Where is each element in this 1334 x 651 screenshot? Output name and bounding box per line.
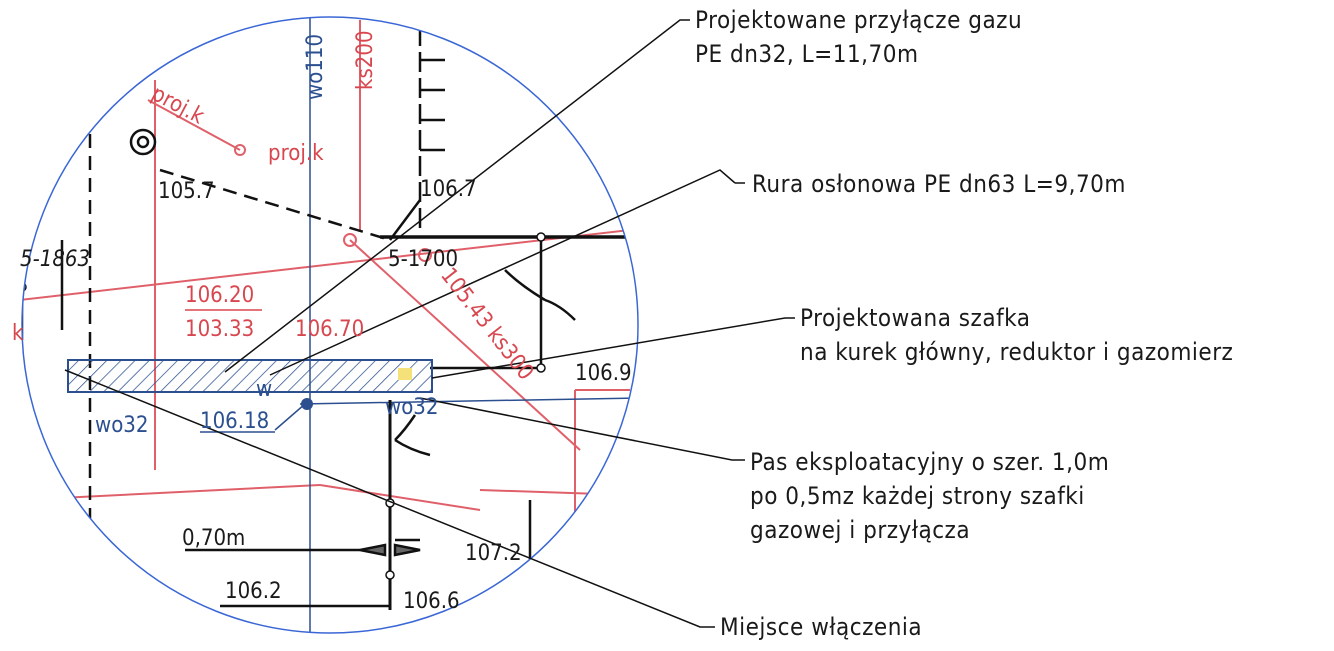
annotation: PE dn32, L=11,70m [695,40,919,68]
conduit [68,360,432,392]
label: wo32 [385,395,438,420]
label: 106.7 [420,177,477,202]
annotation: po 0,5mz każdej strony szafki [750,482,1085,510]
label: 106.6 [403,589,460,614]
label: ks200 [353,30,378,90]
label: 106.9 [575,361,632,386]
label: 106.20 [185,283,254,308]
annotation: Projektowana szafka [800,304,1031,332]
label: 5-1863 [20,247,90,272]
label: 106.18 [200,409,269,434]
page: {"annotations": [ {"lines": ["Projektowa… [0,0,1334,651]
annotation: na kurek główny, reduktor i gazomierz [800,338,1233,366]
label: w [256,377,272,402]
label: 106.70 [295,317,364,342]
label: 105.7 [158,179,215,204]
annotation: Projektowane przyłącze gazu [695,6,1022,34]
label: 107.2 [465,541,522,566]
label: 106.2 [225,579,282,604]
label: 0,70m [182,526,245,551]
connection-point [301,398,313,410]
label: 103.33 [185,317,254,342]
label: proj.k [147,81,208,129]
annotation: Pas eksploatacyjny o szer. 1,0m [750,448,1109,476]
drawing: Projektowane przyłącze gazu PE dn32, L=1… [0,0,1334,651]
annotation: gazowej i przyłącza [750,516,970,544]
annotation: Miejsce włączenia [720,613,922,641]
cabinet [398,368,412,380]
label: k [12,321,24,346]
annotation: Rura osłonowa PE dn63 L=9,70m [752,170,1126,198]
label: wo110 [303,34,328,100]
label: proj.k [268,141,324,166]
label: wo32 [95,413,148,438]
